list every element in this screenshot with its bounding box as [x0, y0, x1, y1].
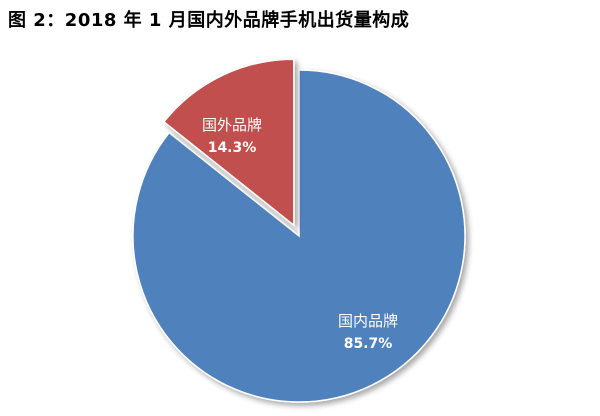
slice-percent-label: 14.3% — [208, 140, 257, 156]
pie-slice-1 — [132, 69, 466, 403]
slice-percent-label: 85.7% — [344, 336, 393, 352]
pie-slices — [132, 58, 466, 403]
pie-slice-2 — [162, 58, 295, 227]
chart-title: 图 2：2018 年 1 月国内外品牌手机出货量构成 — [8, 10, 410, 31]
slice-name-label: 国内品牌 — [338, 312, 398, 330]
pie-labels: 国内品牌 85.7% 国外品牌 14.3% — [202, 116, 398, 352]
slice-name-label: 国外品牌 — [202, 116, 262, 134]
